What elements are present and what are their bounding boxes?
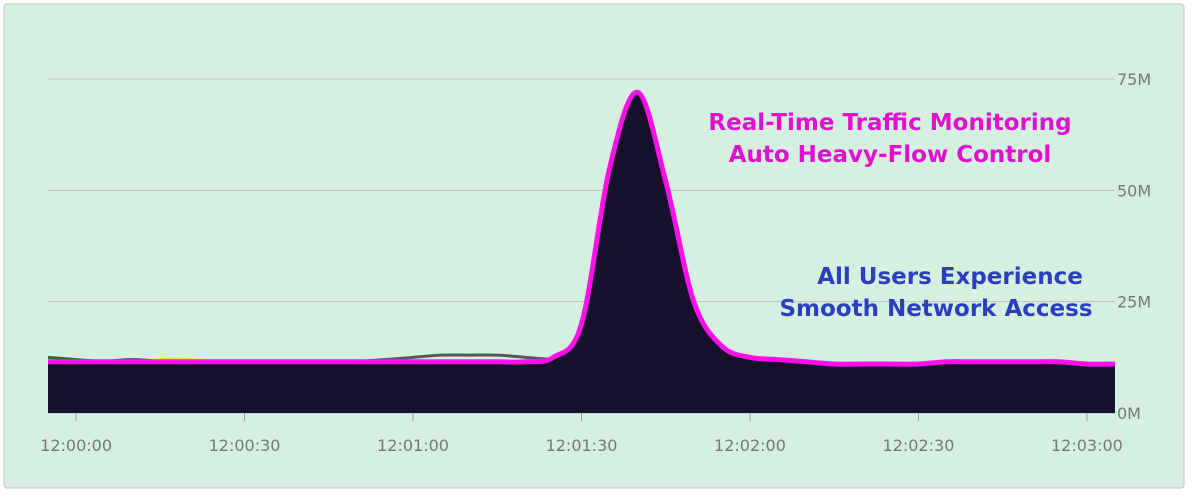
x-tick-label: 12:02:30	[883, 436, 955, 455]
area-fill	[48, 92, 1115, 413]
y-tick-label: 50M	[1117, 181, 1151, 200]
annotation: Smooth Network Access	[779, 296, 1092, 322]
plot-area: 0M 25M 50M 75M 12:00:00 12:00:30 12:01:00 12:01…	[40, 70, 1151, 455]
annotation: Auto Heavy-Flow Control	[729, 142, 1052, 168]
x-tick-label: 12:01:30	[546, 436, 618, 455]
y-tick-label: 75M	[1117, 70, 1151, 89]
x-tick-label: 12:01:00	[377, 436, 449, 455]
x-tick-label: 12:03:00	[1051, 436, 1123, 455]
x-tick-label: 12:00:30	[209, 436, 281, 455]
annotation: All Users Experience	[817, 264, 1083, 290]
x-tick-label: 12:00:00	[40, 436, 112, 455]
series-line	[48, 89, 1116, 367]
annotation: Real-Time Traffic Monitoring	[708, 110, 1071, 136]
y-tick-label: 25M	[1117, 293, 1151, 312]
y-tick-label: 0M	[1117, 404, 1141, 423]
x-tick-label: 12:02:00	[714, 436, 786, 455]
